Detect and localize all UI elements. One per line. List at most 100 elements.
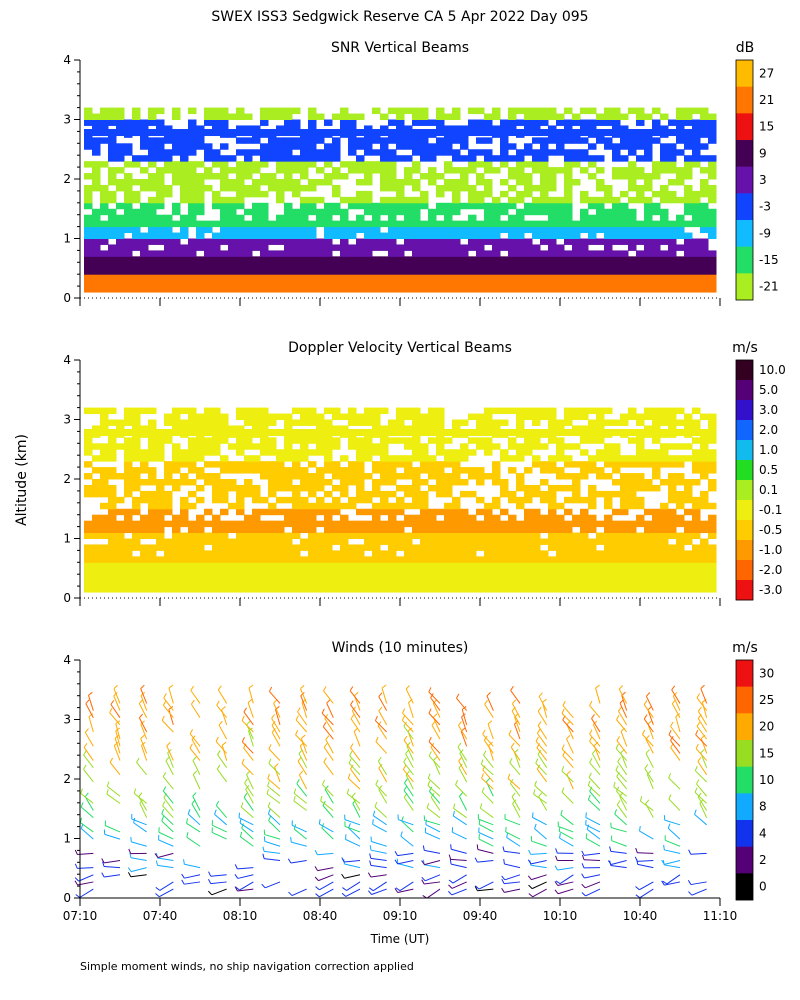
heat-cell (436, 274, 445, 281)
heat-cell (124, 280, 133, 287)
heat-cell (524, 413, 533, 420)
heat-cell (180, 220, 189, 228)
heat-cell (612, 107, 621, 115)
wind-barb-feather (247, 698, 253, 703)
heat-cell (228, 155, 237, 162)
heat-cell (708, 580, 717, 587)
heat-cell (588, 568, 597, 575)
heat-cell (228, 220, 237, 228)
wind-barb-feather (403, 721, 407, 727)
heat-cell (684, 479, 693, 486)
wind-barb (426, 888, 441, 899)
heat-cell (500, 256, 509, 263)
heat-cell (604, 119, 613, 126)
heat-cell (284, 167, 293, 174)
heat-cell (116, 155, 125, 162)
heat-cell (244, 262, 253, 269)
heat-cell (300, 556, 309, 563)
wind-barb (161, 820, 174, 833)
heat-cell (452, 544, 461, 551)
heat-cell (236, 413, 245, 420)
wind-barb-feather (161, 808, 165, 814)
heat-cell (652, 484, 661, 492)
heat-cell (108, 155, 117, 162)
heat-cell (436, 143, 445, 150)
y-axis-label: Altitude (km) (14, 434, 30, 526)
heat-cell (372, 484, 381, 492)
heat-cell (124, 467, 133, 474)
heat-cell (684, 520, 693, 528)
heat-cell (84, 407, 93, 415)
heat-cell (468, 473, 477, 480)
heat-cell (436, 280, 445, 287)
heat-cell (172, 532, 181, 539)
heat-cell (524, 268, 533, 275)
wind-barb-feather (315, 893, 320, 898)
heat-cell (548, 562, 557, 569)
heat-cell (228, 274, 237, 281)
heat-cell (380, 149, 389, 156)
heat-cell (388, 155, 397, 162)
wind-barb-feather (243, 793, 248, 798)
heat-cell (188, 490, 197, 498)
wind-barb-feather (618, 706, 622, 712)
wind-barb-feather (642, 729, 646, 735)
heat-cell (252, 526, 261, 534)
heat-cell (148, 220, 157, 228)
wind-barb (372, 823, 387, 833)
wind-barb (345, 888, 361, 897)
heat-cell (676, 473, 685, 480)
heat-cell (564, 202, 573, 210)
heat-cell (396, 268, 405, 275)
heat-cell (708, 502, 717, 510)
heat-cell (148, 179, 157, 186)
heat-cell (540, 149, 549, 156)
heat-cell (292, 190, 301, 198)
heat-cell (284, 538, 293, 545)
wind-barb (644, 768, 654, 783)
wind-barb (559, 874, 574, 885)
heat-cell (164, 586, 173, 593)
heat-cell (268, 262, 277, 269)
heat-cell (428, 280, 437, 287)
heat-cell (668, 425, 677, 432)
heat-cell (356, 161, 365, 168)
heat-cell (660, 238, 669, 245)
heat-cell (700, 244, 709, 251)
heat-cell (196, 526, 205, 534)
heat-cell (580, 532, 589, 539)
heat-cell (612, 250, 621, 257)
heat-cell (380, 262, 389, 269)
heat-cell (324, 262, 333, 269)
heat-cell (412, 107, 421, 115)
heat-cell (612, 443, 621, 450)
heat-cell (612, 538, 621, 545)
heat-cell (436, 232, 445, 239)
wind-barb-feather (639, 796, 643, 802)
heat-cell (100, 161, 109, 168)
heat-cell (604, 532, 613, 539)
wind-barb (667, 827, 681, 840)
heat-cell (700, 238, 709, 245)
wind-barb (237, 867, 254, 870)
heat-cell (308, 226, 317, 234)
heat-cell (452, 526, 461, 534)
wind-barb (107, 786, 121, 797)
heat-cell (620, 568, 629, 575)
heat-cell (100, 526, 109, 534)
heat-cell (148, 562, 157, 569)
heat-cell (292, 455, 301, 462)
heat-cell (684, 232, 693, 239)
heat-cell (508, 568, 517, 575)
heat-cell (604, 262, 613, 269)
heat-cell (172, 514, 181, 522)
wind-barb-feather (555, 848, 558, 854)
heat-cell (532, 574, 541, 581)
wind-barb (510, 783, 521, 797)
heat-cell (316, 449, 325, 456)
heat-cell (356, 562, 365, 569)
heat-cell (524, 220, 533, 228)
heat-cell (628, 580, 637, 587)
heat-cell (236, 556, 245, 563)
heat-cell (324, 208, 333, 216)
